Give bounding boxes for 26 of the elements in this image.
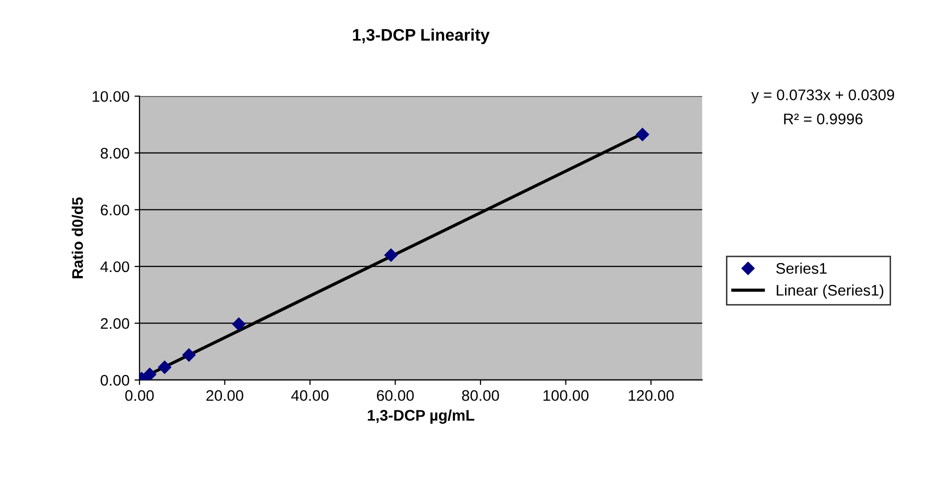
point [143, 368, 156, 380]
point [636, 128, 650, 142]
legend-label: Series1 [776, 262, 827, 274]
legend-label: Linear (Series1) [776, 284, 884, 299]
x-tick-label: 20.00 [206, 390, 244, 401]
y-axis-title: Ratio d0/d5 [72, 197, 84, 278]
y-tick-label: 10.00 [92, 91, 130, 102]
y-tick-label: 8.00 [100, 148, 130, 159]
x-tick-label: 40.00 [291, 390, 329, 401]
y-tick-label: 0.00 [100, 374, 130, 386]
x-tick-label: 120.00 [628, 390, 674, 401]
x-axis-title: 1,3-DCP µg/mL [368, 410, 474, 424]
point [232, 317, 246, 331]
point [384, 248, 398, 262]
chart-title: 1,3-DCP Linearity [353, 28, 490, 44]
text: R² = 0.9996 [784, 114, 863, 124]
x-tick-label: 0.00 [125, 390, 154, 401]
x-tick-label: 60.00 [376, 390, 414, 401]
point [182, 348, 196, 362]
y-tick-label: 4.00 [100, 261, 130, 272]
point [158, 360, 172, 374]
y-tick-label: 2.00 [100, 318, 130, 329]
x-tick-label: 80.00 [462, 390, 500, 401]
text: y = 0.0733x + 0.0309 [751, 89, 894, 104]
x-tick-label: 100.00 [544, 390, 589, 401]
y-tick-label: 6.00 [100, 204, 130, 216]
